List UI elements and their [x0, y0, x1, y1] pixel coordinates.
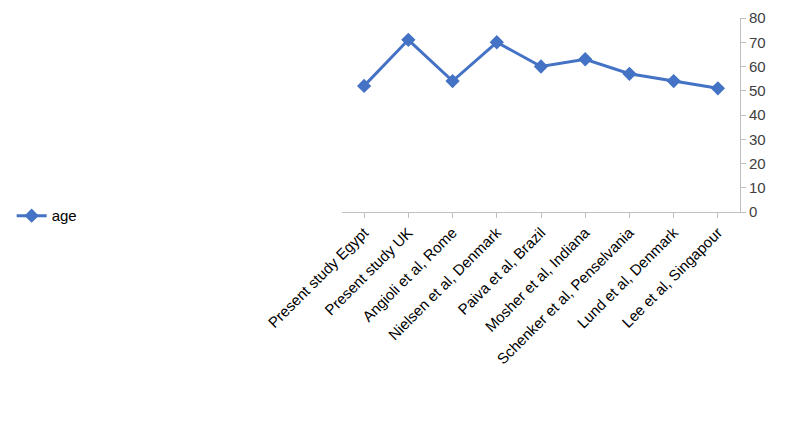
svg-text:Nielsen et al, Denmark: Nielsen et al, Denmark: [385, 224, 505, 344]
svg-text:20: 20: [749, 155, 766, 172]
svg-text:Lund et al, Denmark: Lund et al, Denmark: [574, 224, 682, 332]
svg-text:10: 10: [749, 179, 766, 196]
svg-text:age: age: [52, 207, 77, 224]
svg-text:Present study Egypt: Present study Egypt: [265, 223, 373, 331]
svg-text:80: 80: [749, 9, 766, 26]
svg-text:60: 60: [749, 58, 766, 75]
svg-text:Lee et al, Singapour: Lee et al, Singapour: [618, 224, 725, 331]
svg-text:30: 30: [749, 131, 766, 148]
svg-text:Mosher et al, Indiana: Mosher et al, Indiana: [482, 223, 594, 335]
svg-text:0: 0: [749, 203, 757, 220]
svg-text:50: 50: [749, 82, 766, 99]
svg-text:Schenker et al, Penselvania: Schenker et al, Penselvania: [493, 223, 637, 367]
svg-text:40: 40: [749, 106, 766, 123]
svg-text:Angioli et al, Rome: Angioli et al, Rome: [359, 224, 460, 325]
svg-text:70: 70: [749, 34, 766, 51]
svg-text:Present study UK: Present study UK: [321, 224, 416, 319]
svg-text:Paiva et al, Brazil: Paiva et al, Brazil: [454, 224, 548, 318]
